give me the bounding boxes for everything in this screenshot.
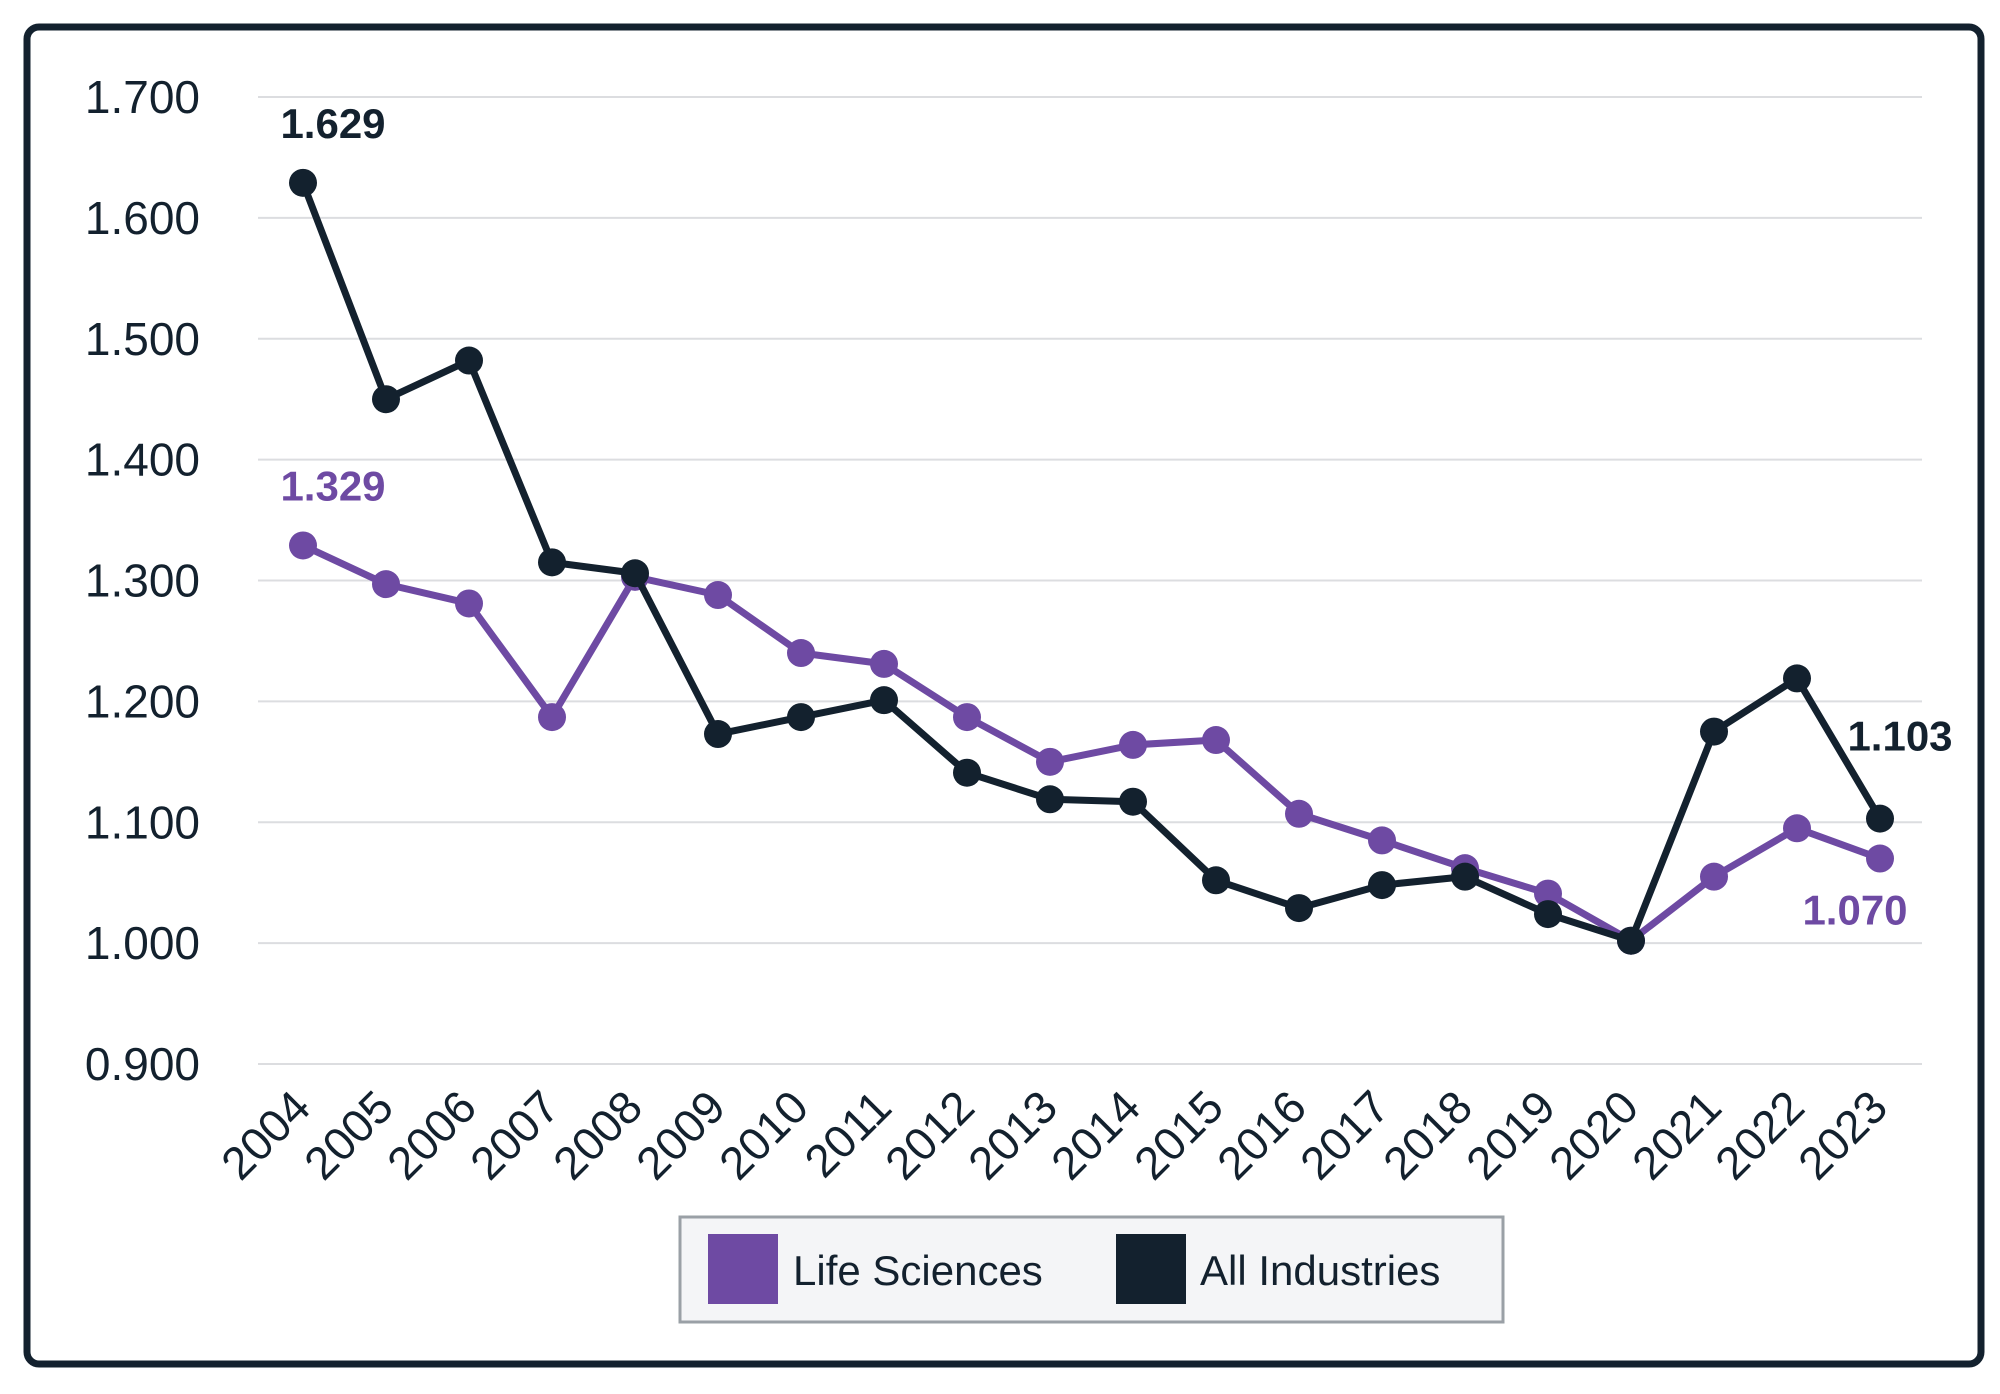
data-point bbox=[1036, 747, 1064, 776]
chart-frame bbox=[23, 23, 1985, 1368]
y-tick-label: 0.900 bbox=[85, 1038, 200, 1090]
data-point bbox=[455, 589, 483, 618]
legend: Life Sciences All Industries bbox=[678, 1215, 1505, 1324]
data-point bbox=[953, 758, 981, 787]
data-point bbox=[372, 385, 400, 414]
y-tick-label: 1.700 bbox=[85, 71, 200, 123]
data-point bbox=[372, 570, 400, 599]
y-tick-label: 1.500 bbox=[85, 313, 200, 365]
data-point bbox=[1617, 926, 1645, 955]
data-point bbox=[1451, 862, 1479, 891]
y-tick-label: 1.200 bbox=[85, 675, 200, 727]
legend-label-all-industries: All Industries bbox=[1200, 1247, 1440, 1294]
series-1 bbox=[289, 168, 1894, 955]
data-point bbox=[538, 703, 566, 732]
data-point bbox=[1202, 866, 1230, 895]
data-label: 1.629 bbox=[280, 100, 385, 147]
data-point bbox=[1534, 879, 1562, 908]
y-tick-label: 1.300 bbox=[85, 555, 200, 607]
y-axis-tick-labels: 1.700 1.600 1.500 1.400 1.300 1.200 1.100 1.000… bbox=[85, 71, 200, 1090]
data-point bbox=[870, 649, 898, 678]
data-point bbox=[704, 581, 732, 610]
data-point bbox=[787, 703, 815, 732]
data-labels: 1.329 1.070 1.629 1.103 bbox=[280, 100, 1952, 934]
data-point bbox=[1119, 787, 1147, 816]
data-point bbox=[870, 686, 898, 715]
data-point bbox=[289, 531, 317, 560]
data-point bbox=[1119, 730, 1147, 759]
y-tick-label: 1.400 bbox=[85, 434, 200, 486]
data-point bbox=[1368, 826, 1396, 855]
legend-swatch-life-sciences bbox=[708, 1234, 778, 1304]
data-point bbox=[455, 346, 483, 375]
data-point bbox=[1534, 900, 1562, 929]
series-lines bbox=[289, 168, 1894, 955]
data-point bbox=[1783, 664, 1811, 693]
data-point bbox=[289, 168, 317, 197]
data-point bbox=[1783, 814, 1811, 843]
gridlines bbox=[258, 96, 1922, 1065]
data-point bbox=[1700, 717, 1728, 746]
y-tick-label: 1.000 bbox=[85, 917, 200, 969]
data-label: 1.070 bbox=[1802, 887, 1907, 934]
data-point bbox=[787, 639, 815, 668]
data-point bbox=[1866, 844, 1894, 873]
data-point bbox=[953, 703, 981, 732]
y-tick-label: 1.600 bbox=[85, 192, 200, 244]
data-point bbox=[538, 548, 566, 577]
data-point bbox=[704, 720, 732, 749]
data-point bbox=[1700, 862, 1728, 891]
y-tick-label: 1.100 bbox=[85, 796, 200, 848]
data-point bbox=[1202, 726, 1230, 755]
legend-swatch-all-industries bbox=[1116, 1234, 1186, 1304]
legend-label-life-sciences: Life Sciences bbox=[793, 1247, 1043, 1294]
data-point bbox=[1036, 785, 1064, 814]
data-point bbox=[1285, 799, 1313, 828]
data-label: 1.329 bbox=[280, 462, 385, 509]
data-point bbox=[1866, 804, 1894, 833]
legend-box bbox=[678, 1215, 1505, 1324]
data-label: 1.103 bbox=[1847, 713, 1952, 760]
data-point bbox=[1368, 871, 1396, 900]
data-point bbox=[621, 559, 649, 588]
data-point bbox=[1285, 894, 1313, 923]
